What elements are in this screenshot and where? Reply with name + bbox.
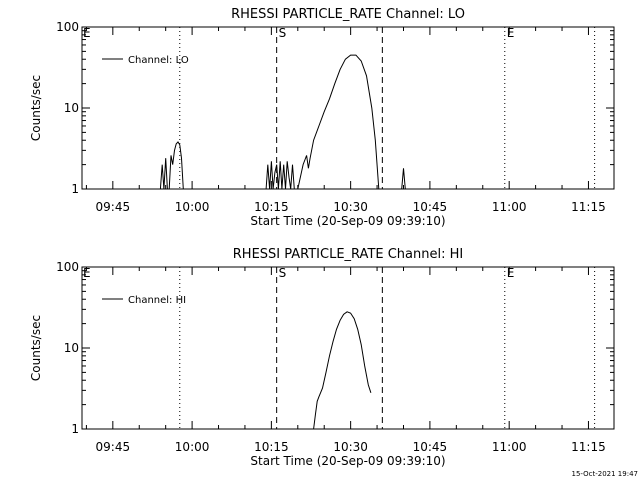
plot-panel-2: RHESSI PARTICLE_RATE Channel: HI 09:45 10:… [29,247,615,468]
y-tick-label: 1 [71,422,79,436]
chart-title: RHESSI PARTICLE_RATE Channel: HI [233,247,463,262]
event-marker-label: E [507,26,515,40]
y-tick-label: 100 [56,20,79,34]
x-tick-label: 09:45 [96,440,131,454]
y-tick-label: 100 [56,260,79,274]
chart-title: RHESSI PARTICLE_RATE Channel: LO [231,7,465,22]
event-marker-label: E [507,266,515,280]
x-tick-label: 10:15 [254,440,289,454]
x-tick-label: 10:00 [175,200,210,214]
plot-frame [81,266,615,430]
y-axis-label: Counts/sec [29,75,43,141]
x-tick-label: 10:30 [333,440,368,454]
plot-panel-1: RHESSI PARTICLE_RATE Channel: LO 09:45 10:… [29,7,615,228]
x-tick-label: 10:30 [333,200,368,214]
x-tick-label: 10:15 [254,200,289,214]
x-tick-label: 11:15 [571,440,606,454]
series-line [159,54,406,190]
event-marker-label: S [279,26,287,40]
x-tick-label: 10:45 [413,440,448,454]
corner-marker-label: E [83,26,91,40]
x-axis-label: Start Time (20-Sep-09 09:39:10) [250,214,445,228]
x-tick-label: 10:00 [175,440,210,454]
plots-group: RHESSI PARTICLE_RATE Channel: LO 09:45 10:… [29,7,615,468]
y-tick-label: 10 [64,341,79,355]
footer-timestamp: 15-Oct-2021 19:47 [572,470,638,478]
x-tick-label: 11:00 [492,440,527,454]
y-axis-label: Counts/sec [29,315,43,381]
y-tick-label: 10 [64,101,79,115]
x-tick-label: 11:15 [571,200,606,214]
legend-entry: Channel: LO [128,55,189,66]
x-tick-label: 11:00 [492,200,527,214]
series-line [313,311,372,430]
event-marker-label: S [279,266,287,280]
legend-entry: Channel: HI [128,295,186,306]
x-tick-label: 10:45 [413,200,448,214]
x-axis-label: Start Time (20-Sep-09 09:39:10) [250,454,445,468]
x-tick-label: 09:45 [96,200,131,214]
y-tick-label: 1 [71,182,79,196]
corner-marker-label: E [83,266,91,280]
